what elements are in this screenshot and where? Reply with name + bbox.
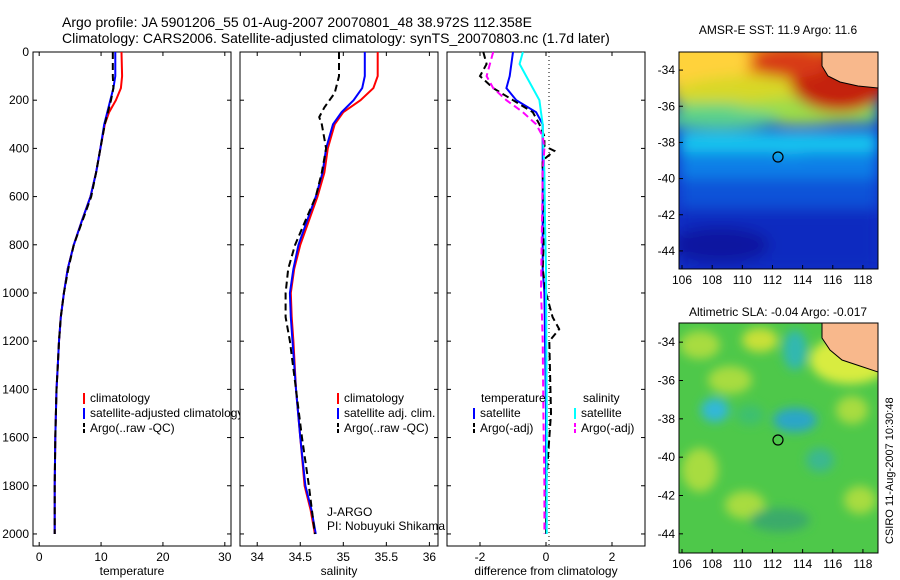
sla-map-field — [679, 323, 878, 553]
series-line-1 — [288, 52, 366, 535]
land-australia — [821, 52, 878, 89]
y-tick-label: 600 — [9, 190, 29, 204]
x-tick-label: 20 — [156, 550, 170, 564]
map-y-tick-label: -36 — [658, 99, 676, 113]
x-tick-label: 34.5 — [289, 550, 313, 564]
x-tick-label: 0 — [36, 550, 43, 564]
map-x-tick-label: 114 — [793, 273, 812, 287]
legend-label: Argo(..raw -QC) — [344, 421, 429, 435]
x-axis-label: salinity — [321, 564, 358, 578]
y-tick-label: 400 — [9, 141, 29, 155]
x-tick-label: 30 — [218, 550, 232, 564]
argo-float-marker-sla — [772, 434, 784, 446]
y-tick-label: 1000 — [2, 286, 29, 300]
sla-map-frame — [678, 322, 879, 554]
sla-map-axes: 106 108 110 112 114 116 118 -34 -36 -38 -40 -42 -44 — [658, 335, 873, 571]
land-australia-sla — [821, 323, 878, 373]
y-tick-label: 200 — [9, 93, 29, 107]
y-tick-label: 800 — [9, 238, 29, 252]
x-tick-label: 0 — [543, 550, 550, 564]
map-x-tick-label: 106 — [672, 273, 692, 287]
x-axis-label: temperature — [100, 564, 165, 578]
salinity-axes — [239, 51, 439, 547]
legend-label: satellite — [581, 406, 622, 420]
legend-label: satellite adj. clim. — [344, 406, 435, 420]
sst-map-panel: AMSR-E SST: 11.9 Argo: 11.6 — [658, 23, 879, 287]
temperature-panel: 0 10 20 30 temperature 0 200 400 600 800 1000 1200 1… — [2, 45, 243, 578]
map-y-tick-label: -38 — [658, 412, 676, 426]
x-tick-label: 36 — [423, 550, 437, 564]
map-y-tick-label: -42 — [658, 208, 676, 222]
legend-header-salinity: salinity — [583, 391, 620, 405]
x-tick-label: 2 — [609, 550, 616, 564]
series-line-2 — [518, 51, 548, 534]
y-tick-label: 1600 — [2, 431, 29, 445]
y-tick-label: 1800 — [2, 479, 29, 493]
float-pi-label: PI: Nobuyuki Shikama — [327, 519, 445, 533]
x-tick-label: 35.5 — [375, 550, 399, 564]
temperature-axes — [32, 51, 232, 547]
sst-map-axes: 106 108 110 112 114 116 118 -34 -36 -38 -40 -42 -44 — [658, 63, 873, 287]
sst-map-title: AMSR-E SST: 11.9 Argo: 11.6 — [699, 23, 858, 37]
map-y-tick-label: -34 — [658, 63, 676, 77]
map-y-tick-label: -44 — [658, 244, 676, 258]
map-x-tick-label: 118 — [853, 557, 872, 571]
map-x-tick-label: 112 — [763, 557, 782, 571]
temperature-plot: 0 10 20 30 temperature 0 200 400 600 800 1000 1200 1… — [2, 45, 243, 578]
header-line-2: Climatology: CARS2006. Satellite-adjuste… — [62, 30, 610, 46]
map-x-tick-label: 114 — [793, 557, 812, 571]
salinity-panel: 34 34.5 35 35.5 36 salinity climatologysatelli… — [239, 51, 445, 578]
x-tick-label: -2 — [475, 550, 486, 564]
map-x-tick-label: 106 — [672, 557, 692, 571]
y-tick-label: 2000 — [2, 527, 29, 541]
y-tick-label: 0 — [22, 45, 29, 59]
map-y-tick-label: -44 — [658, 527, 676, 541]
x-tick-label: 35 — [337, 550, 351, 564]
legend-label: satellite-adjusted climatology — [90, 406, 243, 420]
argo-float-marker — [772, 151, 784, 163]
map-y-tick-label: -40 — [658, 450, 676, 464]
x-axis-label: difference from climatology — [474, 564, 617, 578]
series-line-3 — [485, 51, 546, 534]
series-line-2 — [284, 52, 340, 535]
map-y-tick-label: -36 — [658, 374, 676, 388]
sst-map-field — [679, 52, 878, 269]
legend-label: Argo(..raw -QC) — [90, 421, 175, 435]
sst-map-frame — [678, 51, 879, 270]
map-x-tick-label: 112 — [763, 273, 782, 287]
y-tick-label: 1400 — [2, 382, 29, 396]
map-y-tick-label: -34 — [658, 335, 676, 349]
sla-map-title: Altimetric SLA: -0.04 Argo: -0.017 — [689, 305, 867, 319]
y-tick-label: 1200 — [2, 334, 29, 348]
legend-header-temperature: temperature — [481, 391, 546, 405]
series-line-2 — [53, 52, 115, 534]
map-x-tick-label: 110 — [733, 557, 752, 571]
map-x-tick-label: 110 — [733, 273, 752, 287]
x-tick-label: 34 — [251, 550, 265, 564]
legend-label: Argo(-adj) — [581, 421, 634, 435]
sla-map-panel: Altimetric SLA: -0.04 Argo: -0.017 — [658, 305, 879, 571]
map-x-tick-label: 116 — [823, 273, 842, 287]
map-x-tick-label: 118 — [853, 273, 872, 287]
map-y-tick-label: -38 — [658, 135, 676, 149]
legend-label: satellite — [480, 406, 521, 420]
float-program-label: J-ARGO — [327, 505, 372, 519]
map-y-tick-label: -40 — [658, 172, 676, 186]
map-x-tick-label: 108 — [702, 557, 722, 571]
map-x-tick-label: 108 — [702, 273, 722, 287]
salinity-plot: 34 34.5 35 35.5 36 salinity climatologysatelli… — [240, 51, 445, 578]
legend-label: climatology — [90, 391, 150, 405]
map-y-tick-label: -42 — [658, 489, 676, 503]
legend-label: Argo(-adj) — [480, 421, 533, 435]
map-x-tick-label: 116 — [823, 557, 842, 571]
x-tick-label: 10 — [94, 550, 108, 564]
legend-label: climatology — [344, 391, 404, 405]
header-line-1: Argo profile: JA 5901206_55 01-Aug-2007 … — [62, 14, 532, 30]
